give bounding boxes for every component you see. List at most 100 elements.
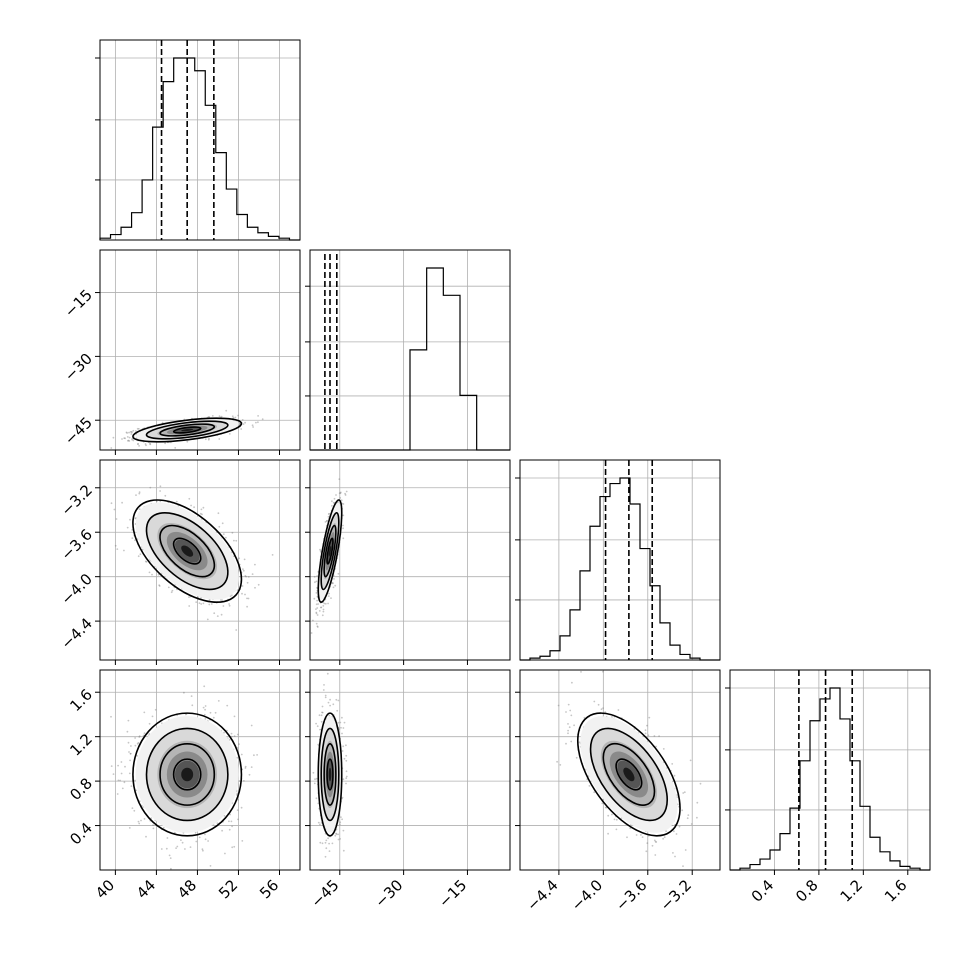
scatter-point	[166, 837, 169, 839]
scatter-point	[255, 421, 257, 424]
scatter-point	[653, 839, 656, 842]
scatter-point	[321, 711, 323, 714]
scatter-point	[127, 741, 130, 744]
scatter-point	[191, 704, 194, 707]
scatter-point	[247, 597, 250, 600]
scatter-point	[314, 778, 316, 781]
contour-line	[602, 742, 656, 806]
scatter-point	[131, 438, 133, 441]
scatter-point	[164, 442, 167, 445]
scatter-point	[339, 823, 341, 826]
scatter-point	[615, 818, 618, 821]
scatter-point	[242, 569, 245, 572]
contour-line	[159, 742, 216, 806]
scatter-point	[331, 842, 334, 845]
scatter-point	[188, 497, 191, 500]
scatter-point	[139, 553, 142, 556]
scatter-point	[186, 440, 189, 443]
scatter-point	[565, 742, 567, 745]
scatter-point	[214, 711, 217, 714]
scatter-point	[328, 592, 330, 595]
scatter-point	[144, 560, 147, 563]
x-tick-label-p1: −45	[308, 876, 343, 911]
contour-line	[326, 758, 334, 791]
scatter-point	[328, 842, 330, 845]
scatter-point	[167, 586, 170, 589]
scatter-point	[253, 754, 255, 757]
scatter-point	[230, 820, 233, 823]
scatter-point	[343, 721, 346, 724]
panel-frame	[729, 669, 931, 871]
scatter-point	[319, 728, 321, 731]
scatter-point	[647, 734, 650, 737]
scatter-point	[126, 730, 129, 733]
scatter-point	[244, 765, 247, 768]
scatter-point	[223, 731, 225, 734]
scatter-point	[208, 603, 211, 606]
scatter-point	[145, 835, 147, 838]
contour-line	[326, 537, 334, 565]
scatter-point	[333, 497, 336, 500]
contour-line	[172, 426, 202, 434]
scatter-point	[641, 836, 644, 838]
scatter-point	[316, 725, 319, 728]
scatter-point	[340, 726, 342, 729]
scatter-point	[135, 789, 138, 792]
contour-line	[159, 524, 216, 578]
scatter-point	[137, 741, 140, 744]
scatter-point	[168, 854, 171, 857]
contour-line	[323, 524, 337, 578]
scatter-point	[228, 603, 231, 605]
scatter-point	[325, 847, 328, 850]
scatter-point	[324, 841, 327, 844]
scatter-point	[339, 491, 342, 494]
panel-frame	[309, 249, 511, 451]
scatter-point	[209, 711, 212, 714]
hist-panel-p0	[95, 39, 301, 241]
scatter-point	[341, 750, 344, 752]
scatter-point	[315, 608, 317, 610]
contour-line	[145, 511, 229, 591]
x-tick-label-p2: −3.6	[612, 876, 650, 914]
scatter-point	[607, 832, 609, 835]
x-tick-label-p0: 44	[133, 876, 159, 902]
scatter-point	[145, 561, 148, 563]
scatter-point	[257, 583, 260, 586]
x-tick-label-p3: 0.8	[792, 876, 822, 906]
scatter-point	[342, 537, 345, 540]
scatter-point	[567, 729, 569, 732]
scatter-point	[678, 825, 681, 828]
scatter-point	[335, 833, 338, 835]
scatter-point	[341, 796, 344, 799]
scatter-point	[314, 581, 316, 584]
x-tick-label-p2: −4.4	[523, 876, 561, 914]
scatter-point	[345, 775, 348, 778]
scatter-point	[195, 601, 198, 603]
scatter-point	[134, 744, 137, 747]
scatter-point	[342, 849, 345, 852]
scatter-point	[334, 584, 337, 587]
scatter-point	[219, 599, 222, 601]
scatter-point	[345, 759, 348, 762]
scatter-point	[216, 822, 219, 825]
scatter-point	[673, 774, 676, 777]
contour-line	[145, 420, 229, 440]
scatter-point	[328, 850, 331, 852]
scatter-point	[319, 841, 322, 844]
scatter-point	[170, 867, 172, 870]
scatter-point	[337, 721, 340, 724]
panel-content	[110, 485, 274, 631]
scatter-point	[130, 785, 133, 787]
scatter-point	[138, 428, 140, 430]
scatter-point	[110, 715, 112, 718]
scatter-point	[556, 760, 558, 763]
scatter-point	[567, 703, 570, 706]
scatter-point	[335, 698, 338, 701]
scatter-point	[343, 757, 346, 760]
scatter-point	[202, 602, 205, 605]
y-tick-label-p2: −3.6	[58, 526, 96, 564]
scatter-point	[252, 426, 255, 428]
scatter-point	[250, 766, 253, 768]
scatter-point	[204, 438, 207, 441]
